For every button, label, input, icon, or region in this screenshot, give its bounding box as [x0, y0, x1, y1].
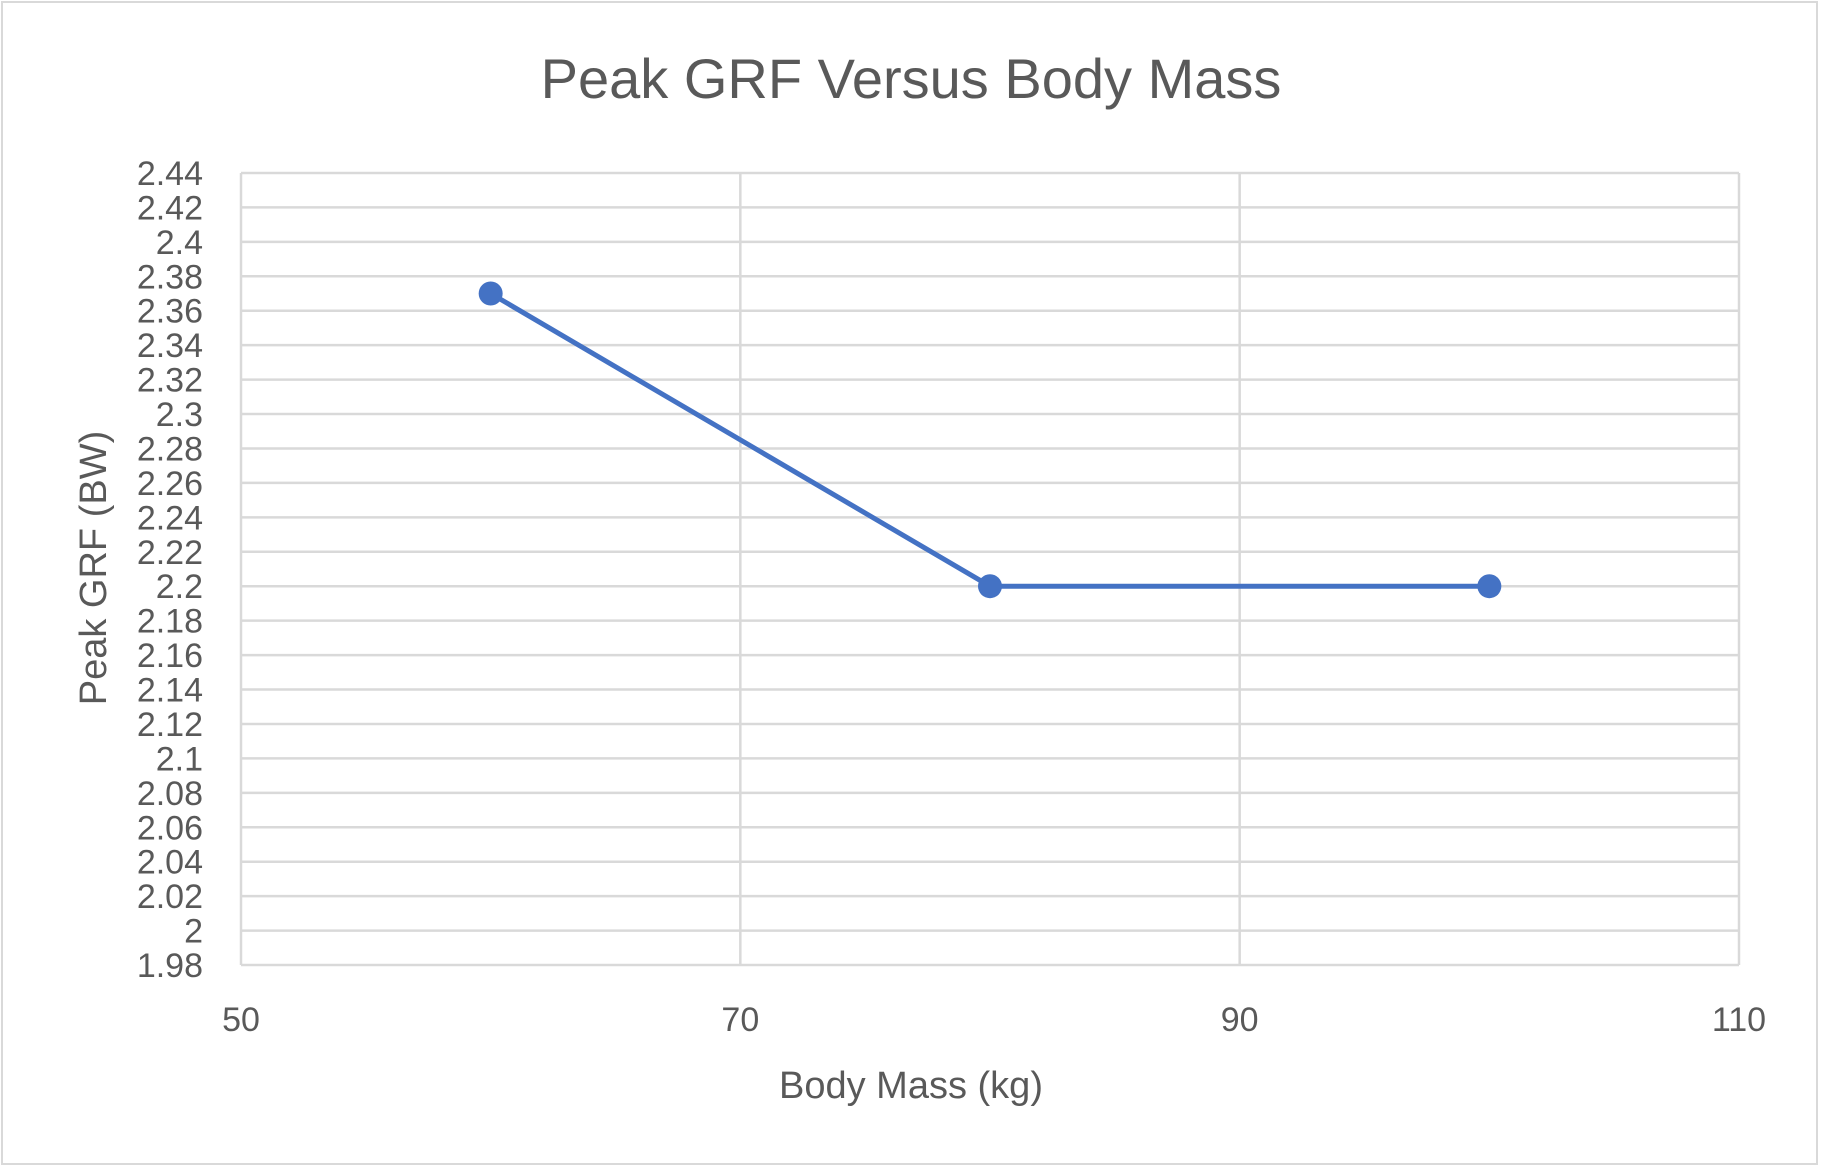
x-tick-label: 90: [1221, 1001, 1259, 1039]
x-tick-label: 50: [222, 1001, 260, 1039]
y-tick-label: 2.06: [137, 809, 203, 847]
y-tick-label: 2.04: [137, 844, 203, 882]
y-tick-label: 2.14: [137, 672, 203, 710]
y-tick-label: 2.26: [137, 465, 203, 503]
y-tick-label: 2.4: [156, 224, 203, 262]
y-tick-label: 2.38: [137, 258, 203, 296]
y-tick-label: 2.16: [137, 637, 203, 675]
series-layer: [478, 281, 1502, 599]
y-tick-label: 2.24: [137, 499, 203, 537]
series-line: [488, 291, 1492, 589]
y-axis-title: Peak GRF (BW): [73, 431, 115, 705]
y-tick-label: 2.32: [137, 362, 203, 400]
y-tick-label: 2.22: [137, 534, 203, 572]
data-point-marker[interactable]: [478, 281, 503, 306]
y-tick-label: 2: [184, 913, 203, 951]
y-tick-label: 2.42: [137, 189, 203, 227]
y-tick-label: 2.02: [137, 878, 203, 916]
y-tick-label: 2.3: [156, 396, 203, 434]
y-tick-label: 2.08: [137, 775, 203, 813]
y-tick-label: 2.1: [156, 740, 203, 778]
y-tick-label: 1.98: [137, 947, 203, 985]
data-point-marker[interactable]: [978, 574, 1002, 599]
chart-title: Peak GRF Versus Body Mass: [541, 47, 1282, 110]
y-tick-label: 2.28: [137, 430, 203, 468]
line-chart: 1.9822.022.042.062.082.12.122.142.162.18…: [73, 47, 1766, 1107]
gridlines: [239, 171, 1741, 967]
y-tick-label: 2.12: [137, 706, 203, 744]
x-tick-label: 110: [1712, 1001, 1766, 1039]
x-tick-label: 70: [721, 1001, 759, 1039]
x-axis-title: Body Mass (kg): [779, 1065, 1043, 1107]
y-tick-label: 2.34: [137, 327, 203, 365]
y-tick-label: 2.18: [137, 603, 203, 641]
tick-labels: 1.9822.022.042.062.082.12.122.142.162.18…: [137, 155, 1766, 1039]
y-tick-label: 2.2: [156, 568, 203, 606]
data-point-marker[interactable]: [1477, 574, 1502, 599]
y-tick-label: 2.36: [137, 293, 203, 331]
y-tick-label: 2.44: [137, 155, 203, 193]
